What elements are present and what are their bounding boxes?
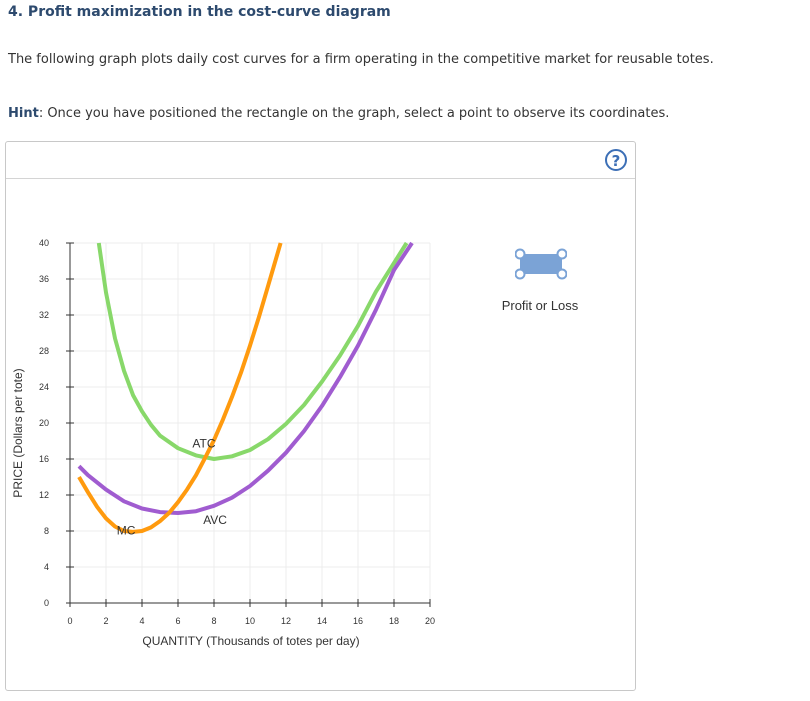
y-tick-label: 28	[39, 346, 49, 356]
curve-avc	[77, 241, 414, 515]
panel-header: ?	[6, 142, 635, 179]
question-title: 4. Profit maximization in the cost-curve…	[8, 4, 391, 20]
curve-label-atc: ATC	[192, 436, 215, 450]
curve-label-avc: AVC	[203, 513, 227, 527]
y-tick-label: 12	[39, 490, 49, 500]
y-tick-label: 20	[39, 418, 49, 428]
y-tick-label: 36	[39, 274, 49, 284]
y-tick-label: 40	[39, 238, 49, 248]
curve-label-mc: MC	[117, 524, 136, 538]
y-tick-label: 24	[39, 382, 49, 392]
x-tick-label: 0	[67, 616, 72, 626]
question-description: The following graph plots daily cost cur…	[8, 52, 714, 67]
curve-atc	[96, 241, 409, 461]
x-tick-label: 2	[103, 616, 108, 626]
help-button[interactable]: ?	[605, 149, 627, 171]
profit-or-loss-label: Profit or Loss	[501, 298, 579, 313]
x-tick-label: 16	[353, 616, 363, 626]
x-tick-label: 6	[175, 616, 180, 626]
rectangle-tool-icon	[514, 248, 568, 280]
hint-text: : Once you have positioned the rectangle…	[38, 106, 670, 121]
y-tick-label: 4	[44, 562, 49, 572]
y-tick-label: 8	[44, 526, 49, 536]
y-tick-label: 0	[44, 598, 49, 608]
x-tick-label: 18	[389, 616, 399, 626]
profit-or-loss-rectangle-tool[interactable]	[514, 248, 568, 286]
curve-mc	[77, 242, 283, 534]
y-axis-label: PRICE (Dollars per tote)	[11, 368, 25, 497]
x-tick-label: 12	[281, 616, 291, 626]
x-tick-label: 10	[245, 616, 255, 626]
y-tick-label: 32	[39, 310, 49, 320]
y-tick-label: 16	[39, 454, 49, 464]
x-tick-label: 4	[139, 616, 144, 626]
hint: Hint: Once you have positioned the recta…	[8, 106, 669, 121]
x-tick-label: 8	[211, 616, 216, 626]
x-tick-label: 14	[317, 616, 327, 626]
x-tick-label: 20	[425, 616, 435, 626]
graph-panel: ?	[5, 141, 636, 691]
hint-label: Hint	[8, 106, 39, 121]
x-axis-label: QUANTITY (Thousands of totes per day)	[142, 634, 359, 648]
